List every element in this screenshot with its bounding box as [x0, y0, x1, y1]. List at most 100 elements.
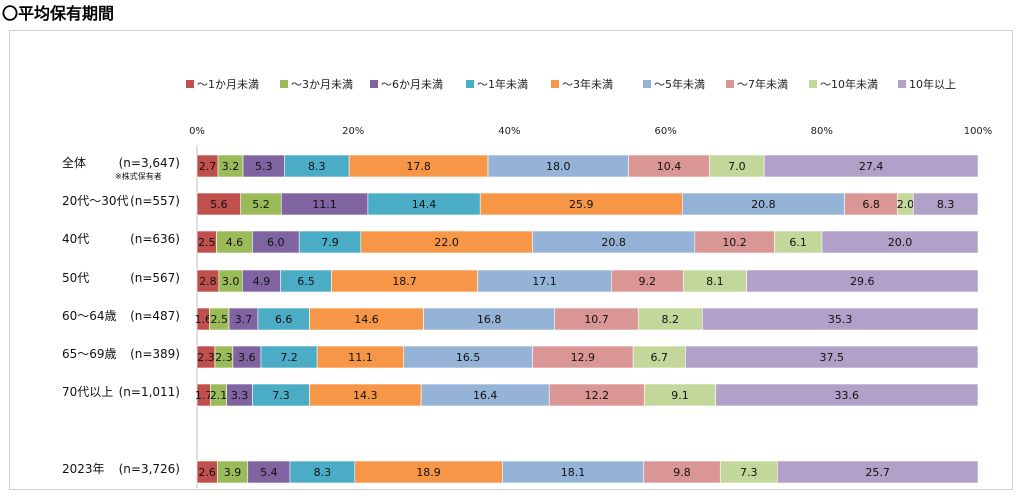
row-sample-size: (n=636): [130, 232, 180, 246]
data-label: 8.3: [314, 466, 332, 479]
data-label: 3.6: [238, 351, 256, 364]
legend-label: ～10年未満: [820, 77, 878, 91]
data-label: 6.7: [651, 351, 669, 364]
data-label: 3.2: [222, 160, 240, 173]
legend-label: ～3か月未満: [291, 78, 353, 91]
data-label: 7.9: [321, 236, 339, 249]
row-label: 20代～30代: [62, 194, 129, 208]
data-label: 22.0: [434, 236, 459, 249]
data-label: 7.0: [728, 160, 746, 173]
data-label: 14.4: [412, 198, 437, 211]
data-label: 8.3: [937, 198, 955, 211]
data-label: 3.7: [235, 313, 253, 326]
data-label: 3.9: [224, 466, 242, 479]
data-label: 7.3: [740, 466, 758, 479]
data-label: 2.3: [215, 351, 233, 364]
bar-segment: [776, 460, 979, 484]
data-label: 9.1: [671, 389, 689, 402]
data-label: 5.3: [255, 160, 273, 173]
data-label: 2.0: [897, 198, 915, 211]
data-label: 10.4: [657, 160, 682, 173]
legend-label: ～5年未満: [654, 77, 705, 91]
bar-segment: [715, 383, 979, 407]
data-label: 6.0: [267, 236, 285, 249]
data-label: 33.6: [835, 389, 860, 402]
data-label: 25.9: [569, 198, 594, 211]
data-label: 7.2: [280, 351, 298, 364]
data-label: 11.1: [312, 198, 337, 211]
data-label: 18.7: [392, 275, 417, 288]
data-label: 4.6: [226, 236, 244, 249]
x-tick-label: 0%: [189, 126, 205, 137]
data-label: 2.6: [198, 466, 216, 479]
legend-swatch: [186, 80, 194, 88]
legend-swatch: [551, 80, 559, 88]
data-label: 12.2: [585, 389, 610, 402]
bar-segment: [763, 154, 979, 178]
data-label: 12.9: [571, 351, 596, 364]
legend-swatch: [898, 80, 906, 88]
data-label: 5.6: [210, 198, 228, 211]
legend-swatch: [466, 80, 474, 88]
data-label: 25.7: [865, 466, 890, 479]
data-label: 16.8: [477, 313, 502, 326]
data-label: 17.8: [406, 160, 431, 173]
legend-swatch: [280, 80, 288, 88]
data-label: 16.5: [456, 351, 481, 364]
data-label: 9.2: [639, 275, 657, 288]
chart-heading: 〇平均保有期間: [2, 4, 115, 23]
x-tick-label: 80%: [811, 126, 833, 137]
legend-label: ～7年未満: [737, 77, 788, 91]
data-label: 1.7: [195, 389, 213, 402]
row-sample-size: (n=567): [130, 271, 180, 285]
x-tick-label: 100%: [964, 126, 993, 137]
row-sample-size: (n=487): [130, 309, 180, 323]
legend-label: 10年以上: [909, 77, 956, 91]
data-label: 7.3: [272, 389, 290, 402]
data-label: 18.0: [546, 160, 571, 173]
data-label: 5.4: [260, 466, 278, 479]
data-label: 1.6: [194, 313, 212, 326]
data-label: 2.8: [199, 275, 217, 288]
legend-swatch: [643, 80, 651, 88]
data-label: 3.0: [222, 275, 240, 288]
data-label: 5.2: [252, 198, 270, 211]
bar-segment: [702, 307, 979, 331]
legend-label: ～6か月未満: [381, 78, 443, 91]
row-label: 50代: [62, 271, 89, 285]
data-label: 18.1: [561, 466, 586, 479]
data-label: 11.1: [348, 351, 373, 364]
data-label: 27.4: [859, 160, 884, 173]
row-sample-size: (n=557): [130, 194, 180, 208]
legend-swatch: [726, 80, 734, 88]
data-label: 2.5: [211, 313, 229, 326]
row-label: 60～64歳: [62, 309, 117, 323]
data-label: 14.6: [354, 313, 379, 326]
x-tick-label: 40%: [498, 126, 520, 137]
data-label: 37.5: [819, 351, 844, 364]
data-label: 10.7: [584, 313, 609, 326]
data-label: 20.8: [601, 236, 626, 249]
bar-segment: [685, 345, 979, 369]
data-label: 2.1: [210, 389, 228, 402]
bar-segment: [746, 269, 979, 293]
row-sample-size: (n=389): [130, 347, 180, 361]
data-label: 29.6: [850, 275, 875, 288]
bar-segment: [912, 192, 979, 216]
data-label: 17.1: [532, 275, 557, 288]
data-label: 9.8: [673, 466, 691, 479]
row-label: 70代以上: [62, 385, 113, 399]
data-label: 3.3: [231, 389, 249, 402]
data-label: 2.3: [197, 351, 215, 364]
data-label: 6.5: [297, 275, 315, 288]
legend-label: ～3年未満: [562, 77, 613, 91]
data-label: 8.2: [662, 313, 680, 326]
x-tick-label: 60%: [654, 126, 676, 137]
row-label: 65～69歳: [62, 347, 117, 361]
data-label: 4.9: [253, 275, 271, 288]
row-sample-size: (n=3,726): [119, 462, 180, 476]
legend-swatch: [370, 80, 378, 88]
row-sample-size: (n=1,011): [119, 385, 180, 399]
data-label: 20.8: [751, 198, 776, 211]
